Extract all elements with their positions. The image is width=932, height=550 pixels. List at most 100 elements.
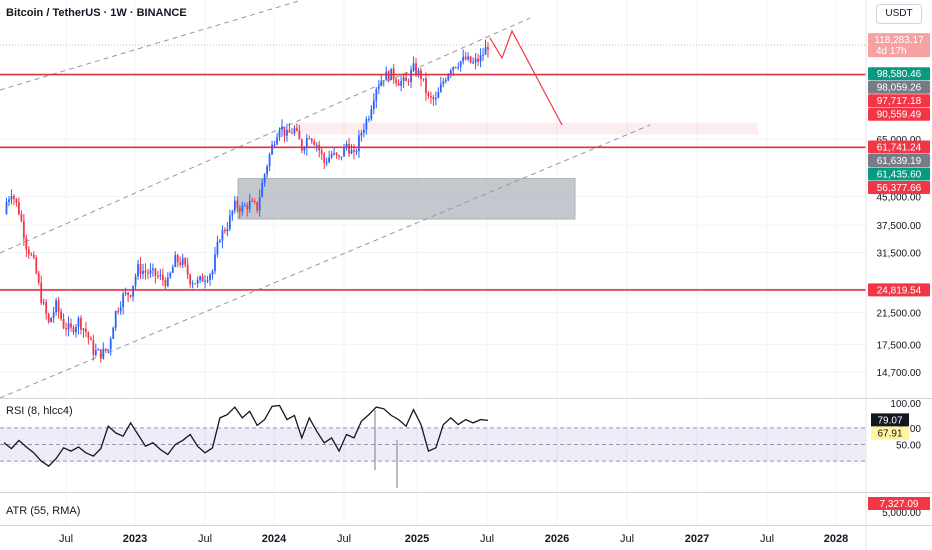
candle-body <box>129 294 132 297</box>
candle-body <box>444 80 447 82</box>
y-tick-label: 37,500.00 <box>877 221 922 232</box>
candle-body <box>17 202 20 215</box>
candle-body <box>261 183 264 198</box>
candle-body <box>176 255 179 263</box>
candle-body <box>482 54 484 56</box>
candle-body <box>328 157 331 163</box>
candle-body <box>308 138 311 140</box>
candle-body <box>434 97 437 100</box>
candle-body <box>199 276 201 280</box>
projection-path <box>489 29 563 126</box>
price-label <box>868 181 930 195</box>
candle-body <box>325 162 328 164</box>
candle-body <box>60 311 62 319</box>
candle-body <box>333 152 336 155</box>
candle-body <box>97 349 100 351</box>
candle-body <box>80 318 82 330</box>
candle-body <box>189 274 192 285</box>
price-label <box>868 107 930 121</box>
demand-zone <box>237 178 576 220</box>
candle-body <box>191 283 194 285</box>
candle-body <box>246 205 249 210</box>
candle-body <box>367 119 370 121</box>
price-label <box>868 80 930 94</box>
candle-body <box>35 257 38 274</box>
price-label-text: 118,283.17 <box>874 35 924 46</box>
candle-body <box>216 242 219 255</box>
candle-body <box>452 67 455 71</box>
channel-lower <box>0 124 651 399</box>
candle-body <box>313 141 316 145</box>
candle-body <box>45 302 48 314</box>
candle-body <box>117 311 120 313</box>
candle-body <box>348 143 350 154</box>
candle-body <box>439 84 442 92</box>
candle-body <box>87 332 90 339</box>
x-tick-label: Jul <box>480 533 494 545</box>
candle-body <box>152 268 154 271</box>
candle-body <box>92 340 95 355</box>
candle-body <box>127 292 130 295</box>
price-label-text: 61,435.60 <box>877 170 922 181</box>
candle-body <box>124 292 127 294</box>
x-tick-label: 2026 <box>545 533 569 545</box>
candle-body <box>353 150 355 152</box>
candle-body <box>154 268 157 276</box>
candle-body <box>112 327 115 339</box>
candle-body <box>343 146 345 157</box>
candle-body <box>82 328 85 330</box>
price-label-text: 61,639.19 <box>877 156 922 167</box>
candle-body <box>228 215 231 229</box>
atr-title: ATR (55, RMA) <box>6 505 81 517</box>
candle-body <box>164 280 167 287</box>
price-label <box>868 167 930 181</box>
candle-body <box>362 129 365 133</box>
candle-body <box>243 205 246 207</box>
candle-body <box>37 273 40 283</box>
x-tick-label: 2025 <box>405 533 429 545</box>
x-tick-label: Jul <box>620 533 634 545</box>
candle-body <box>345 143 348 147</box>
candle-body <box>340 156 343 158</box>
candle-body <box>271 144 273 155</box>
candle-body <box>405 77 407 82</box>
x-tick-label: Jul <box>59 533 73 545</box>
x-tick-label: 2024 <box>262 533 287 545</box>
price-label <box>868 140 930 154</box>
rsi-pane <box>0 404 866 488</box>
candle-body <box>432 97 435 100</box>
rsi-value-label <box>871 413 909 427</box>
candle-body <box>137 263 139 277</box>
candle-body <box>122 293 125 308</box>
candle-body <box>196 279 199 284</box>
candle-body <box>236 200 239 209</box>
price-label-text: 97,717.18 <box>877 96 922 107</box>
candle-body <box>360 132 363 136</box>
candle-body <box>214 254 216 272</box>
candle-body <box>30 254 33 256</box>
candle-body <box>330 154 333 158</box>
candle-body <box>251 201 254 203</box>
currency-selector[interactable]: USDT <box>876 4 922 24</box>
candle-body <box>114 311 117 328</box>
candle-body <box>454 67 457 69</box>
price-label-text: 90,559.49 <box>877 110 922 121</box>
candle-body <box>104 348 107 351</box>
candle-body <box>20 214 23 222</box>
candle-body <box>179 262 182 265</box>
candle-body <box>479 55 482 62</box>
candle-body <box>256 202 259 211</box>
candle-body <box>89 338 92 341</box>
rsi-value-label <box>871 426 909 440</box>
resistance-zone <box>293 122 759 135</box>
rsi-line <box>3 404 489 467</box>
candle-body <box>219 240 221 243</box>
candle-body <box>395 79 398 83</box>
candle-body <box>10 196 13 200</box>
candle-body <box>147 272 149 274</box>
price-label-text: 24,819.54 <box>877 285 922 296</box>
candle-body <box>484 47 487 55</box>
